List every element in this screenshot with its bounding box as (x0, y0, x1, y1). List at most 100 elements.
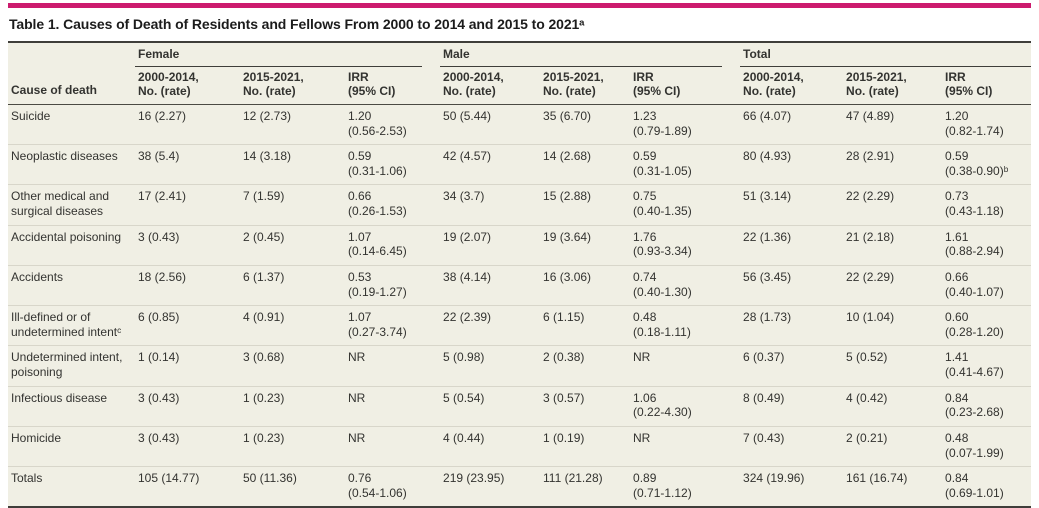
table-cell: 22 (2.29) (843, 184, 943, 226)
column-header-female-2: IRR (95% CI) (345, 66, 441, 105)
table-cell: 10 (1.04) (843, 305, 943, 346)
row-label: Undetermined intent, poisoning (8, 345, 135, 387)
table-cell: 15 (2.88) (540, 184, 631, 226)
row-label: Homicide (8, 425, 135, 467)
table-cell: 19 (3.64) (540, 224, 631, 266)
table-cell: NR (630, 345, 741, 387)
table-cell: 6 (0.37) (740, 345, 844, 387)
column-header-total-2: IRR (95% CI) (942, 66, 1032, 105)
table-row: Infectious disease 3 (0.43) 1 (0.23) NR 5 (0… (8, 385, 1032, 427)
table-cell: 6 (1.15) (540, 305, 631, 346)
table-cell: 0.66 (0.26-1.53) (345, 184, 441, 226)
table-cell: 16 (2.27) (138, 108, 187, 123)
table-cell: 1.23 (0.79-1.89) (633, 108, 692, 138)
table-cell: 3 (0.43) (135, 224, 240, 266)
table-cell: 324 (19.96) (740, 466, 844, 508)
table-cell: 0.73 (0.43-1.18) (942, 184, 1032, 226)
table-cell: 22 (2.29) (843, 264, 943, 306)
table-cell: 12 (2.73) (243, 108, 292, 123)
table-row: Accidents 18 (2.56) 6 (1.37) 0.53 (0.19-1.2… (8, 264, 1032, 306)
table-cell: 0.60 (0.28-1.20) (942, 305, 1032, 346)
totals-row: Totals 105 (14.77) 50 (11.36) 0.76 (0.54-1.… (8, 466, 1032, 508)
row-label: Neoplastic diseases (8, 144, 135, 185)
table-cell: 0.59 (0.31-1.06) (345, 144, 441, 185)
table-cell: 18 (2.56) (135, 264, 240, 306)
table-cell: 38 (5.4) (135, 144, 240, 185)
table-row: Ill-defined or of undetermined intentᶜ 6 … (8, 305, 1032, 346)
group-header-female: Female (135, 42, 440, 67)
table-cell: 56 (3.45) (740, 264, 844, 306)
table-cell: 6 (1.37) (240, 264, 345, 306)
table-cell: 0.89 (0.71-1.12) (630, 466, 741, 508)
column-header-male-2: IRR (95% CI) (630, 66, 741, 105)
column-header-male-1: 2015-2021, No. (rate) (540, 66, 631, 105)
group-header-row: Cause of death Female Male Total (8, 42, 1032, 105)
table-cell: 1.20 (0.82-1.74) (945, 108, 1004, 138)
table-cell: 111 (21.28) (540, 466, 631, 508)
table-cell: 0.84 (0.23-2.68) (942, 385, 1032, 427)
table-cell: 219 (23.95) (440, 466, 541, 508)
table-cell: 35 (6.70) (543, 108, 592, 123)
table-cell: NR (630, 425, 741, 467)
table-row: Other medical and surgical diseases 17 (2… (8, 184, 1032, 226)
table-cell: 7 (0.43) (740, 425, 844, 467)
table-cell: 1 (0.19) (540, 425, 631, 467)
table-cell: 1 (0.14) (135, 345, 240, 387)
table-cell: 105 (14.77) (135, 466, 240, 508)
table-cell: 1.07 (0.27-3.74) (345, 305, 441, 346)
table-cell: 51 (3.14) (740, 184, 844, 226)
column-header-female-1: 2015-2021, No. (rate) (240, 66, 345, 105)
table-cell: 0.76 (0.54-1.06) (345, 466, 441, 508)
table-cell: 80 (4.93) (740, 144, 844, 185)
table-body: Suicide 16 (2.27) 12 (2.73) 1.20 (0.56-2.53… (8, 104, 1032, 508)
table-title: Table 1. Causes of Death of Residents an… (9, 16, 585, 32)
table-cell: 1.06 (0.22-4.30) (630, 385, 741, 427)
table-cell: 3 (0.43) (135, 425, 240, 467)
table-row: Suicide 16 (2.27) 12 (2.73) 1.20 (0.56-2.53… (8, 104, 1031, 144)
table-cell: 42 (4.57) (440, 144, 541, 185)
table-cell: 6 (0.85) (135, 305, 240, 346)
table-cell: 50 (11.36) (240, 466, 345, 508)
table-cell: 28 (1.73) (740, 305, 844, 346)
table-cell: 0.59 (0.38-0.90)ᵇ (942, 144, 1032, 185)
table-cell: 3 (0.68) (240, 345, 345, 387)
table-cell: 22 (2.39) (440, 305, 541, 346)
row-label: Accidental poisoning (8, 224, 135, 266)
row-label: Other medical and surgical diseases (8, 184, 135, 226)
table-cell: 0.66 (0.40-1.07) (942, 264, 1032, 306)
row-label: Infectious disease (8, 385, 135, 427)
table-header: Cause of death Female Male Total 2000-20… (8, 42, 1032, 105)
table-cell: NR (345, 385, 441, 427)
group-header-male: Male (440, 42, 740, 67)
column-header-female-0: 2000-2014, No. (rate) (135, 66, 240, 105)
table-cell: 21 (2.18) (843, 224, 943, 266)
table-cell: 17 (2.41) (135, 184, 240, 226)
table-cell: 16 (3.06) (540, 264, 631, 306)
accent-bar (8, 3, 1031, 8)
table-cell: 8 (0.49) (740, 385, 844, 427)
column-header-total-0: 2000-2014, No. (rate) (740, 66, 844, 105)
table-cell: 0.48 (0.07-1.99) (942, 425, 1032, 467)
table-cell: 1.20 (0.56-2.53) (348, 108, 407, 138)
table-cell: 5 (0.54) (440, 385, 541, 427)
table-cell: 2 (0.38) (540, 345, 631, 387)
table-cell: 0.74 (0.40-1.30) (630, 264, 741, 306)
table-cell: 50 (5.44) (443, 108, 492, 123)
table-cell: 1.61 (0.88-2.94) (942, 224, 1032, 266)
table-cell: 0.59 (0.31-1.05) (630, 144, 741, 185)
table-cell: 3 (0.57) (540, 385, 631, 427)
table-cell: 0.84 (0.69-1.01) (942, 466, 1032, 508)
table-cell: 5 (0.52) (843, 345, 943, 387)
table-row: Undetermined intent, poisoning 1 (0.14) 3 … (8, 345, 1032, 387)
table-cell: 0.53 (0.19-1.27) (345, 264, 441, 306)
row-label: Suicide (11, 108, 51, 123)
table-cell: 1.76 (0.93-3.34) (630, 224, 741, 266)
group-header-total: Total (740, 42, 1032, 67)
sub-header-row: 2000-2014, No. (rate) 2015-2021, No. (rat… (8, 66, 1032, 105)
column-header-male-0: 2000-2014, No. (rate) (440, 66, 541, 105)
table-cell: 1.41 (0.41-4.67) (942, 345, 1032, 387)
table-cell: 4 (0.91) (240, 305, 345, 346)
table-cell: 1 (0.23) (240, 385, 345, 427)
row-label: Totals (8, 466, 135, 508)
page: Table 1. Causes of Death of Residents an… (0, 3, 1039, 508)
